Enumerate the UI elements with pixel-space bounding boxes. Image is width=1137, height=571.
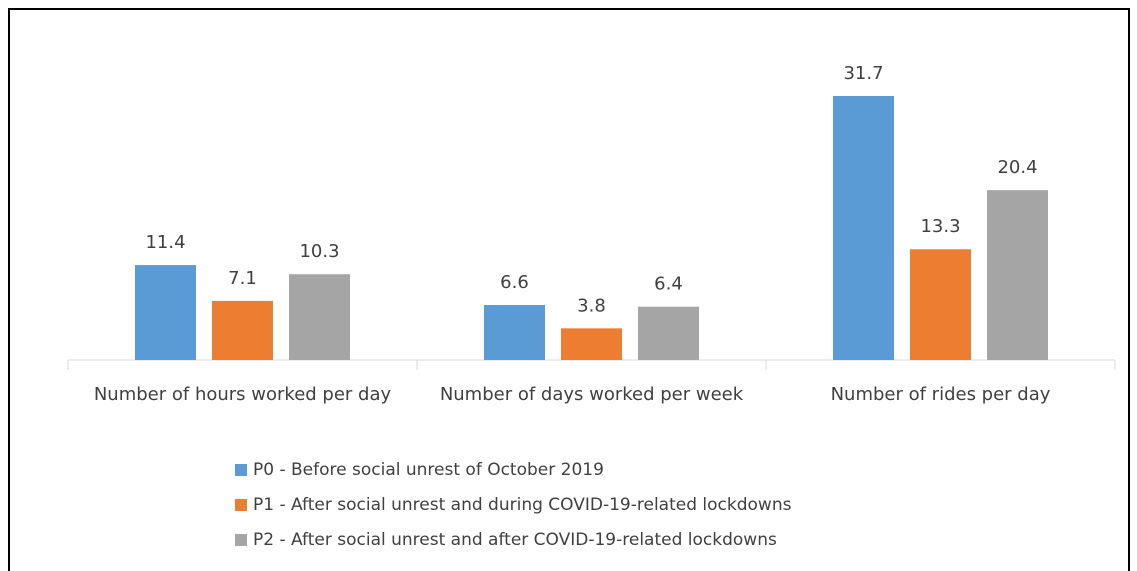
- bar: [561, 328, 622, 360]
- legend-swatch: [235, 534, 247, 546]
- frame: [8, 8, 1130, 571]
- x-tick-label: Number of rides per day: [830, 384, 1051, 405]
- value-label: 11.4: [145, 232, 185, 253]
- x-tick-label: Number of days worked per week: [439, 384, 744, 405]
- value-label: 3.8: [577, 295, 606, 316]
- bar: [135, 265, 196, 360]
- bar: [212, 300, 273, 360]
- bar: [289, 274, 350, 360]
- value-label: 10.3: [299, 241, 339, 262]
- x-tick-label: Number of hours worked per day: [93, 384, 392, 405]
- bar: [910, 249, 971, 360]
- value-label: 13.3: [920, 216, 960, 237]
- value-label: 6.4: [654, 274, 683, 295]
- legend-label: P1 - After social unrest and during COVI…: [253, 495, 792, 515]
- value-label: 7.1: [228, 268, 257, 289]
- bar: [638, 306, 699, 360]
- value-label: 6.6: [500, 272, 529, 293]
- legend-label: P2 - After social unrest and after COVID…: [253, 530, 777, 550]
- legend-swatch: [235, 499, 247, 511]
- value-label: 20.4: [997, 157, 1037, 178]
- legend-label: P0 - Before social unrest of October 201…: [253, 460, 604, 480]
- bar: [833, 96, 894, 360]
- bar: [987, 190, 1048, 360]
- bar: [484, 305, 545, 360]
- legend-swatch: [235, 464, 247, 476]
- value-label: 31.7: [843, 63, 883, 84]
